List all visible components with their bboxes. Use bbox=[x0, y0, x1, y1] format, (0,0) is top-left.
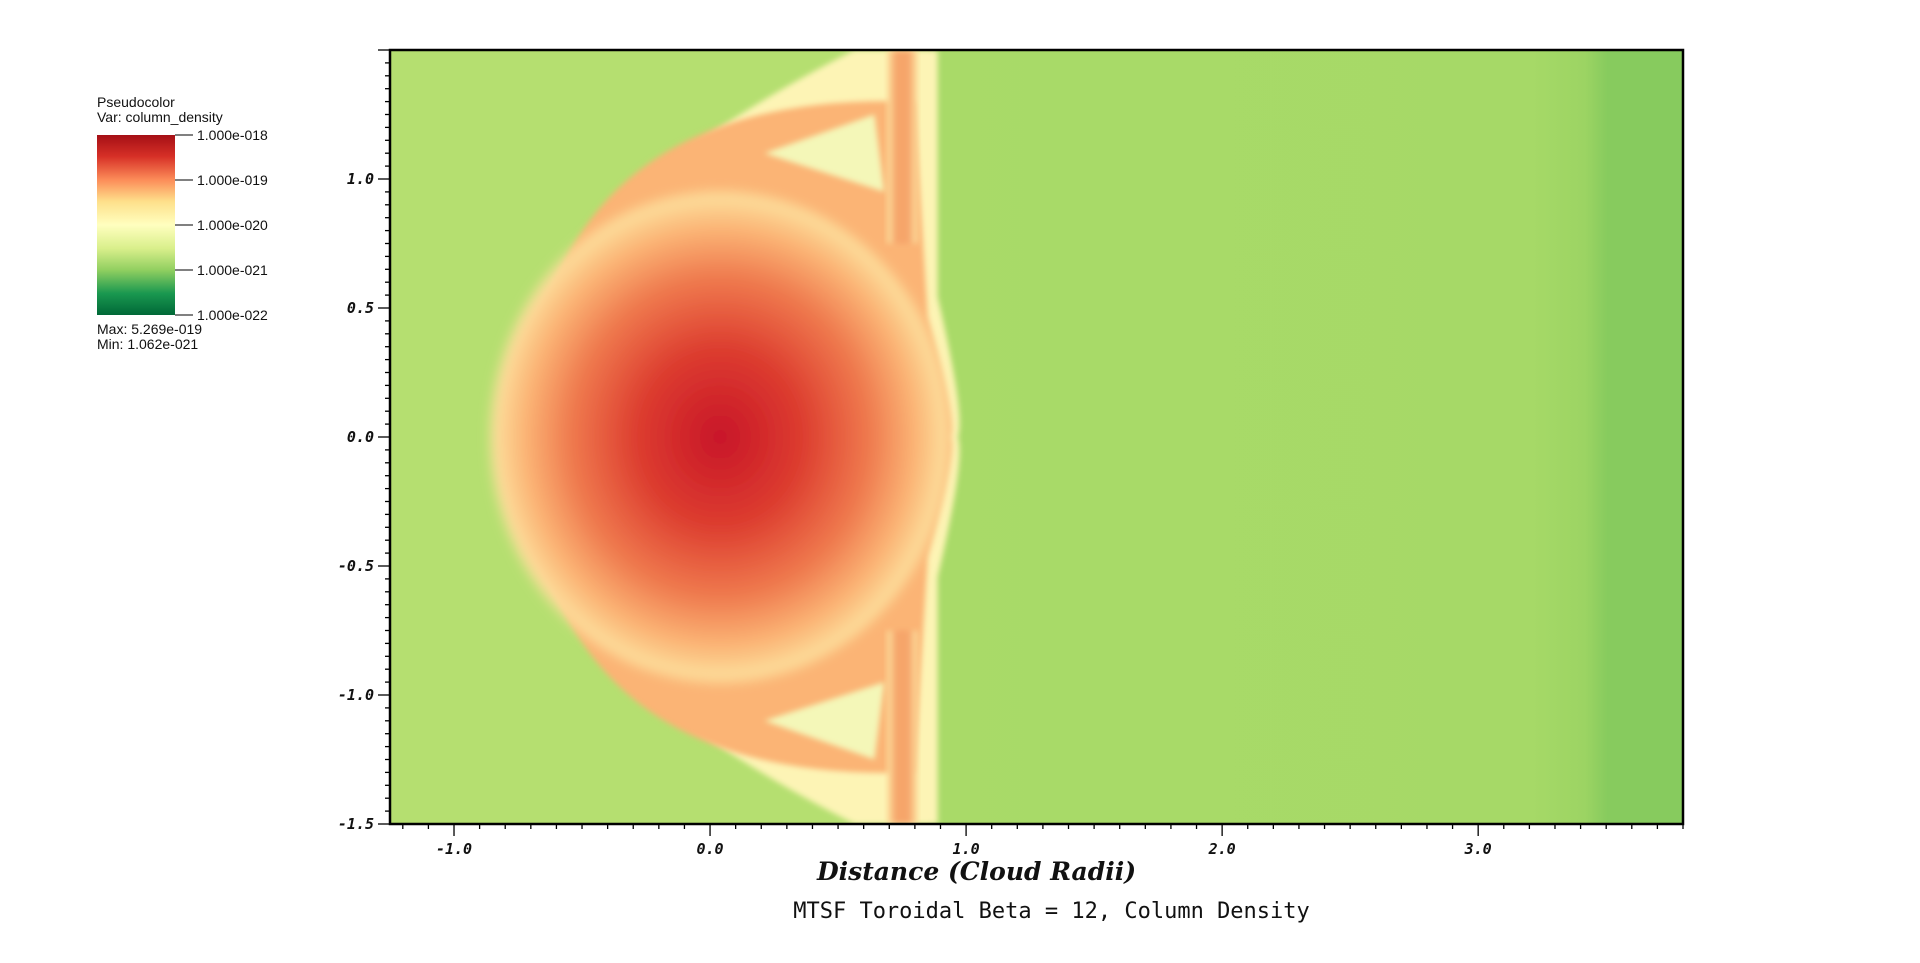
y-tick-label: -0.5 bbox=[338, 557, 374, 575]
legend-tick-label: 1.000e-020 bbox=[197, 217, 268, 233]
axis-ticks: 1.0 0.5 0.0 -0.5 -1.0 -1.5 -1.0 0.0 1.0 2.0 3.0 bbox=[338, 49, 1684, 858]
legend-tick-label: 1.000e-022 bbox=[197, 307, 268, 323]
wedge-top bbox=[764, 114, 885, 192]
wedge-bottom bbox=[764, 682, 885, 760]
legend-ticks: 1.000e-018 1.000e-019 1.000e-020 1.000e-021… bbox=[175, 127, 268, 323]
y-tick-label: -1.0 bbox=[338, 686, 374, 704]
legend-tick-label: 1.000e-019 bbox=[197, 172, 268, 188]
cloud-core bbox=[490, 191, 950, 683]
dense-band-bottom bbox=[887, 630, 918, 824]
downstream-region bbox=[927, 50, 1683, 824]
dense-band-top bbox=[887, 50, 918, 244]
x-tick-label: -1.0 bbox=[436, 840, 472, 858]
legend-max: Max: 5.269e-019 bbox=[97, 321, 202, 337]
x-axis-label: Distance (Cloud Radii) bbox=[816, 857, 1136, 886]
y-tick-label: 0.0 bbox=[347, 428, 374, 446]
chart-title: MTSF Toroidal Beta = 12, Column Density bbox=[793, 899, 1310, 924]
legend-var: Var: column_density bbox=[97, 109, 223, 125]
legend-colorbar bbox=[97, 135, 175, 315]
x-tick-label: 2.0 bbox=[1208, 840, 1236, 858]
legend-tick-label: 1.000e-021 bbox=[197, 262, 268, 278]
x-tick-label: 0.0 bbox=[697, 840, 724, 858]
heatmap bbox=[390, 50, 1683, 824]
y-tick-label: 0.5 bbox=[347, 299, 374, 317]
legend: Pseudocolor Var: column_density 1.000e-0… bbox=[97, 94, 268, 352]
x-tick-label: 1.0 bbox=[953, 840, 980, 858]
legend-title: Pseudocolor bbox=[97, 94, 175, 110]
y-tick-label: 1.0 bbox=[347, 170, 374, 188]
legend-min: Min: 1.062e-021 bbox=[97, 336, 198, 352]
legend-tick-label: 1.000e-018 bbox=[197, 127, 268, 143]
x-tick-label: 3.0 bbox=[1464, 840, 1492, 858]
y-tick-label: -1.5 bbox=[338, 815, 374, 833]
